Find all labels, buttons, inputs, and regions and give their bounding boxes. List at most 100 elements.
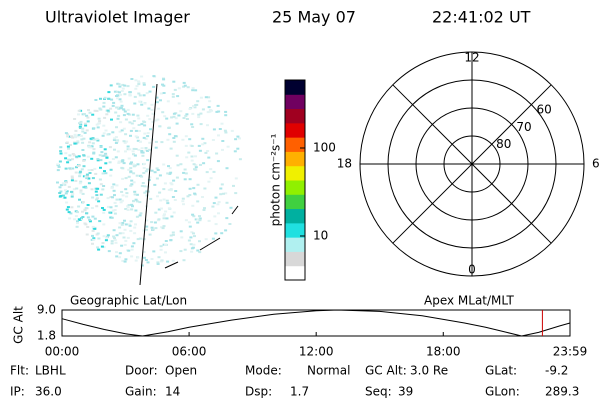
pixel (161, 111, 165, 114)
pixel (164, 210, 168, 213)
pixel (114, 142, 118, 144)
pixel (132, 181, 136, 184)
pixel (105, 156, 109, 159)
pixel (175, 154, 179, 157)
pixel (155, 101, 159, 104)
pixel (145, 219, 149, 222)
pixel (194, 104, 198, 106)
pixel (139, 212, 143, 215)
pixel (96, 159, 100, 162)
pixel (88, 220, 92, 223)
pixel (71, 153, 75, 155)
pixel (142, 172, 146, 174)
pixel (183, 168, 187, 171)
pixel (95, 197, 99, 200)
pixel (111, 196, 114, 199)
pixel (146, 159, 150, 162)
pixel (79, 134, 83, 137)
pixel (156, 195, 159, 198)
pixel (174, 190, 178, 192)
pixel (70, 190, 73, 193)
info-value: 289.3 (545, 385, 579, 399)
pixel (113, 209, 117, 211)
pixel (209, 109, 212, 111)
pixel (186, 195, 190, 198)
pixel (102, 235, 106, 238)
pixel (164, 251, 167, 254)
pixel (116, 97, 120, 100)
pixel (130, 161, 133, 164)
pixel (146, 135, 150, 138)
pixel (146, 261, 150, 264)
pixel (212, 128, 216, 131)
colorbar-swatch (285, 94, 305, 110)
pixel (142, 251, 146, 253)
pixel (110, 186, 114, 189)
pixel (107, 97, 111, 100)
pixel (81, 216, 85, 218)
pixel (206, 124, 209, 127)
polar-ring-label: 70 (516, 120, 531, 134)
pixel (214, 232, 218, 235)
pixel (121, 259, 125, 262)
pixel (122, 162, 126, 165)
pixel (166, 100, 170, 103)
pixel (70, 175, 74, 178)
pixel (72, 188, 76, 191)
pixel (88, 141, 92, 144)
pixel (104, 239, 108, 242)
pixel (80, 138, 84, 141)
pixel (90, 169, 94, 171)
pixel (203, 207, 206, 210)
pixel (120, 190, 124, 193)
pixel (201, 143, 205, 146)
polar-ring (443, 135, 501, 193)
pixel (208, 100, 212, 103)
pixel (106, 197, 110, 200)
pixel (192, 163, 196, 166)
mlt-label: 0 (468, 263, 476, 277)
pixel (115, 126, 118, 129)
pixel (135, 200, 139, 203)
x-tick-label: 12:00 (299, 345, 334, 359)
pixel (103, 96, 107, 99)
pixel (79, 180, 83, 183)
pixel (144, 147, 148, 149)
pixel (73, 142, 77, 145)
info-value: Open (165, 364, 197, 378)
pixel (58, 186, 62, 189)
pixel (109, 107, 113, 110)
pixel (140, 147, 144, 150)
pixel (122, 114, 126, 117)
pixel (113, 212, 117, 215)
pixel (84, 207, 88, 210)
pixel (148, 233, 152, 236)
pixel (97, 248, 101, 251)
pixel (99, 146, 103, 148)
pixel (114, 111, 118, 114)
pixel (65, 208, 69, 211)
pixel (201, 137, 205, 140)
pixel (159, 245, 163, 248)
pixel (91, 242, 94, 245)
pixel (76, 140, 80, 143)
pixel (78, 126, 82, 129)
pixel (220, 122, 224, 125)
pixel (201, 108, 205, 111)
pixel (145, 168, 149, 171)
pixel (209, 177, 213, 180)
terminator-line (139, 83, 158, 286)
time: 22:41:02 UT (432, 8, 531, 27)
pixel (150, 226, 154, 229)
pixel (140, 264, 144, 267)
pixel (207, 96, 211, 99)
pixel (68, 154, 72, 157)
pixel (196, 249, 200, 252)
pixel (128, 148, 132, 151)
pixel (129, 184, 133, 187)
pixel (114, 205, 118, 208)
polar-ring (415, 107, 529, 221)
pixel (84, 186, 88, 189)
pixel (208, 110, 212, 113)
